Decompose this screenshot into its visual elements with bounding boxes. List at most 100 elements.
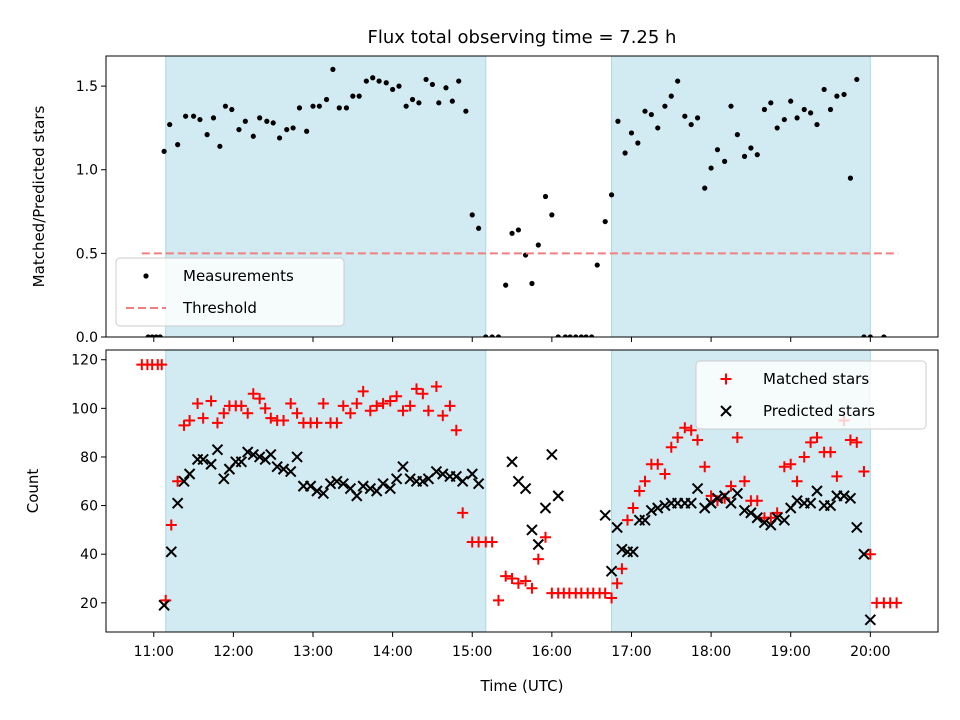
legend-counts: Matched stars Predicted stars: [695, 360, 927, 430]
matched-star-point: [811, 432, 823, 444]
measurement-point: [304, 128, 310, 134]
measurement-point: [310, 103, 316, 109]
measurement-point: [197, 116, 203, 123]
measurement-point: [774, 125, 780, 131]
measurement-point: [217, 143, 223, 149]
predicted-star-point: [738, 504, 751, 517]
predicted-star-point: [158, 599, 170, 611]
measurement-point: [834, 93, 840, 99]
predicted-star-point: [324, 477, 337, 490]
predicted-star-point: [725, 497, 737, 509]
predicted-star-point: [552, 490, 564, 502]
legend-box: [695, 360, 927, 430]
matched-star-point: [278, 415, 290, 426]
legend-dot-swatch: [143, 273, 149, 279]
predicted-star-point: [450, 470, 463, 483]
plot-frame-counts: [105, 349, 939, 633]
predicted-star-point: [304, 480, 317, 492]
matched-star-point: [798, 451, 810, 463]
predicted-star-point: [778, 514, 791, 526]
y-tick-label: 40: [80, 547, 98, 563]
predicted-star-point: [844, 492, 857, 505]
x-tick-label: 17:00: [611, 644, 651, 660]
y-tick-label: 80: [80, 450, 98, 466]
y-axis-title-ratio: Matched/Predicted stars: [30, 106, 48, 288]
predicted-star-point: [205, 458, 217, 470]
measurement-point: [503, 282, 509, 288]
predicted-star-point: [404, 473, 416, 485]
predicted-star-point: [165, 546, 177, 558]
measurement-point: [761, 106, 768, 113]
legend-box: [115, 257, 345, 327]
data-layer-counts: [136, 359, 903, 626]
measurement-point: [390, 86, 396, 93]
matched-star-point: [259, 402, 271, 414]
measurement-point: [662, 103, 668, 109]
matched-star-point: [805, 436, 817, 448]
measurement-point: [145, 334, 151, 337]
matched-star-point: [371, 400, 383, 412]
measurement-point: [316, 103, 322, 109]
measurement-point: [615, 118, 621, 124]
measurement-point: [708, 165, 714, 171]
matched-star-point: [599, 587, 611, 599]
matched-star-point: [254, 393, 266, 405]
measurement-point: [728, 103, 734, 109]
measurement-point: [264, 118, 270, 124]
measurement-point: [370, 75, 376, 81]
matched-star-point: [731, 432, 743, 444]
measurement-point: [888, 0, 893, 3]
legend-label: Measurements: [183, 267, 294, 285]
measurement-point: [167, 121, 173, 128]
y-tick-label: 60: [80, 499, 98, 515]
measurement-point: [668, 93, 674, 99]
measurement-point: [276, 135, 283, 141]
matched-star-point: [526, 582, 538, 594]
predicted-star-point: [731, 487, 744, 500]
matched-star-point: [384, 395, 396, 407]
matched-star-point: [633, 485, 645, 497]
measurement-point: [257, 115, 263, 121]
y-tick-label: 1.5: [76, 79, 98, 95]
predicted-star-point: [351, 490, 363, 502]
matched-star-point: [616, 563, 628, 575]
measurement-point: [847, 175, 854, 181]
measurement-point: [861, 334, 867, 337]
predicted-star-point: [771, 512, 783, 524]
predicted-star-point: [751, 512, 763, 524]
measurement-point: [336, 105, 342, 111]
matched-star-point: [344, 407, 356, 419]
measurement-point: [222, 103, 229, 109]
matched-star-point: [337, 400, 349, 412]
predicted-star-point: [337, 477, 349, 490]
predicted-star-point: [277, 463, 290, 475]
predicted-star-point: [291, 451, 303, 463]
measurement-point: [714, 147, 721, 153]
measurement-point: [515, 227, 522, 233]
y-tick-label: 120: [71, 353, 98, 369]
legend-x-swatch: [720, 405, 732, 417]
measurement-point: [343, 105, 350, 111]
matched-star-point: [192, 397, 204, 409]
matched-star-point: [422, 405, 434, 417]
measurement-point: [781, 116, 787, 123]
predicted-star-point: [390, 473, 403, 485]
matched-star-point: [791, 475, 803, 487]
matched-star-point: [184, 415, 196, 426]
measurement-point: [754, 152, 760, 158]
measurement-point: [443, 85, 449, 91]
y-axis-title-counts: Count: [24, 469, 42, 514]
measurement-point: [635, 140, 641, 146]
predicted-star-point: [311, 485, 323, 497]
matched-star-point: [652, 458, 664, 470]
measurement-point: [594, 262, 600, 268]
predicted-star-point: [605, 565, 618, 577]
measurement-point: [483, 334, 489, 337]
matched-star-point: [205, 395, 217, 407]
matched-star-point: [692, 434, 704, 446]
measurement-point: [210, 115, 217, 121]
predicted-star-point: [285, 465, 297, 478]
predicted-star-point: [472, 477, 485, 490]
predicted-star-point: [645, 504, 658, 517]
